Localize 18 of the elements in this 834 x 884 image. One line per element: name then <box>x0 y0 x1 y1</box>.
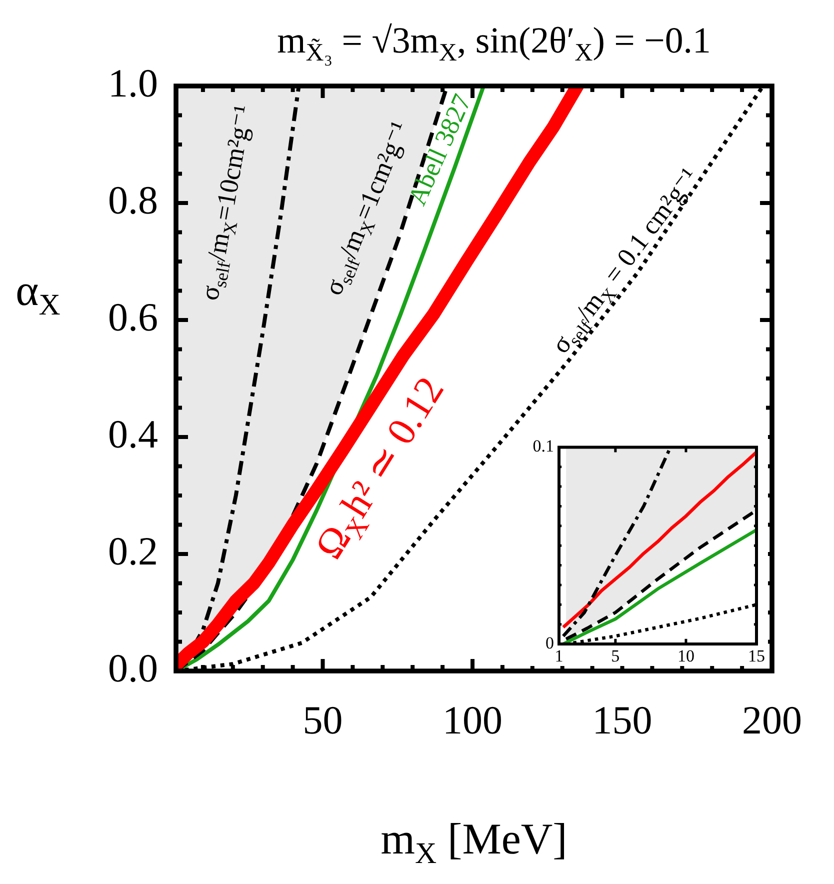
annotation: ΩXh² ≃ 0.12 <box>306 368 452 566</box>
y-tick-label: 0.8 <box>108 178 158 222</box>
y-tick-label: 0.6 <box>108 294 158 340</box>
x-tick-label: 200 <box>742 698 802 742</box>
y-tick-label: 1.0 <box>108 60 158 106</box>
x-tick-label: 10 <box>677 646 694 666</box>
y-tick-label: 0.2 <box>108 528 158 574</box>
x-tick-label: 15 <box>748 646 765 666</box>
annotation: σself/mX=10cm²g⁻¹ <box>194 102 258 302</box>
y-tick-label: 0.1 <box>532 436 554 456</box>
x-tick-label: 100 <box>442 698 503 742</box>
x-tick-label: 150 <box>592 698 652 742</box>
x-tick-label: 5 <box>611 646 620 666</box>
y-tick-label: 0.4 <box>108 412 158 456</box>
x-tick-label: 1 <box>554 646 564 666</box>
x-tick-label: 50 <box>302 698 343 742</box>
y-tick-label: 0.0 <box>108 646 158 690</box>
y-tick-label: 0 <box>546 633 554 652</box>
